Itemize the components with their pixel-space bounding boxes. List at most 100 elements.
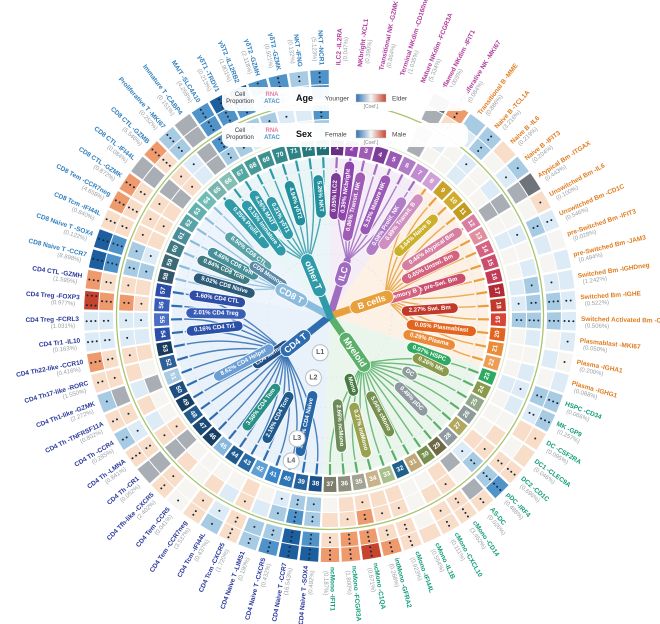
leaf-stub-25 xyxy=(456,390,468,399)
node-box-34 xyxy=(365,470,382,488)
age-rna-ring-sig-dot-50 xyxy=(115,418,118,421)
node-number-29: 29 xyxy=(432,441,442,451)
node-number-51: 51 xyxy=(168,372,177,382)
sex-atac-ring-cell-34 xyxy=(369,490,388,508)
leaf-stub-64 xyxy=(213,206,223,216)
sex-rna-ring-cell-56 xyxy=(119,294,135,311)
leaf-label-38: CD4 Naive T -SOX4(0.492%) xyxy=(298,565,316,624)
leaf-stub-46 xyxy=(217,421,228,431)
leaf-stub-53 xyxy=(173,343,185,348)
node-box-38 xyxy=(308,475,323,492)
leaf-stub-66 xyxy=(233,188,242,199)
sex-rna-ring-sig-dot-55 xyxy=(125,319,128,322)
leaf-stub-61 xyxy=(189,239,201,247)
sex-rna-ring-sig-dot-67 xyxy=(218,138,221,141)
sex-rna-ring-sig-dot-39 xyxy=(293,520,296,523)
leaf-stub-48 xyxy=(200,401,211,410)
age-rna-ring-sig-dot-34 xyxy=(388,541,391,544)
age-rna-ring-sig-dot-56 xyxy=(90,304,93,307)
sex-rna-ring-cell-43 xyxy=(218,483,240,504)
sex-rna-ring-cell-31 xyxy=(420,483,442,504)
sex-atac-ring-cell-9 xyxy=(446,165,467,186)
node-number-40: 40 xyxy=(283,475,292,484)
age-rna-ring-sig-dot-9 xyxy=(487,138,490,141)
sex-atac-ring-cell-17 xyxy=(508,279,525,296)
sex-rna-ring-sig-dot-39 xyxy=(294,515,297,518)
sex-rna-ring-cell-11 xyxy=(480,179,501,201)
age-atac-ring-sig-dot-64 xyxy=(168,164,171,167)
sex-rna-ring-sig-dot-35 xyxy=(363,513,366,516)
sex-rna-ring-cell-21 xyxy=(521,346,539,365)
leaf-stub-38 xyxy=(315,463,319,475)
svg-text:(16.543%): (16.543%) xyxy=(284,568,295,596)
age-atac-ring-sig-dot-19 xyxy=(548,319,551,322)
age-rna-ring-sig-dot-11 xyxy=(516,167,519,170)
svg-text:Mono: Mono xyxy=(346,376,357,393)
age-atac-ring-sig-dot-38 xyxy=(309,538,312,541)
sex-atac-ring-cell-66 xyxy=(206,155,227,175)
svg-text:ILC: ILC xyxy=(336,265,350,282)
node-box-70 xyxy=(271,146,288,165)
node-number-23: 23 xyxy=(483,371,492,381)
sex-rna-ring-sig-dot-9 xyxy=(465,163,468,166)
sex-rna-ring-sig-dot-30 xyxy=(444,483,447,486)
age-rna-ring-sig-dot-49 xyxy=(125,436,128,439)
leaf-stub-22 xyxy=(471,355,484,361)
age-atac-ring-sig-dot-68 xyxy=(228,119,231,122)
branch-leaf-4 xyxy=(346,176,374,261)
sex-atac-ring-cell-41 xyxy=(256,484,276,503)
age-atac-ring-sig-dot-31 xyxy=(439,509,442,512)
sex-atac-ring-cell-36 xyxy=(338,496,355,512)
node-box-64 xyxy=(197,190,217,211)
leaf-stub-43 xyxy=(250,444,258,455)
age-atac-ring-sig-dot-35 xyxy=(366,531,369,534)
age-atac-ring-cell-53 xyxy=(101,349,119,369)
node-number-39: 39 xyxy=(297,478,306,486)
sex-rna-ring-sig-dot-18 xyxy=(530,301,533,304)
sex-atac-ring-cell-51 xyxy=(144,374,163,393)
age-rna-ring-sig-dot-18 xyxy=(565,299,568,302)
node-number-50: 50 xyxy=(174,385,184,395)
age-rna-ring-sig-dot-39 xyxy=(287,554,290,557)
age-atac-ring-cell-13 xyxy=(516,198,538,221)
svg-text:(0.522%): (0.522%) xyxy=(585,300,610,308)
age-atac-ring-cell-54 xyxy=(99,331,116,350)
node-number-71: 71 xyxy=(290,147,299,155)
branch-leaf-24 xyxy=(362,362,462,381)
age-atac-ring-cell-37 xyxy=(321,532,339,547)
node-number-13: 13 xyxy=(473,231,483,241)
legend-sex-coef-label: [Coef.] xyxy=(364,140,379,146)
age-rna-ring-sig-dot-53 xyxy=(94,360,97,363)
sex-rna-ring-sig-dot-39 xyxy=(294,511,297,514)
node-box-33 xyxy=(378,465,396,484)
leaf-stub-31 xyxy=(402,444,410,455)
sex-rna-ring-sig-dot-59 xyxy=(135,250,138,253)
node-number-7: 7 xyxy=(416,169,423,177)
legend-sex-atac-label: ATAC xyxy=(264,135,280,141)
age-rna-ring-cell-22 xyxy=(550,371,569,393)
age-atac-ring-cell-14 xyxy=(525,216,546,238)
age-atac-ring-sig-dot-69 xyxy=(246,111,249,114)
age-rna-ring-sig-dot-38 xyxy=(308,557,311,560)
node-box-59 xyxy=(161,254,180,271)
age-atac-ring-sig-dot-27 xyxy=(500,462,503,465)
sex-atac-ring-sig-dot-68 xyxy=(242,146,245,149)
age-rna-ring-cell-31 xyxy=(436,513,460,535)
age-rna-ring-sig-dot-54 xyxy=(91,340,94,343)
age-rna-ring-sig-dot-35 xyxy=(369,546,372,549)
sex-rna-ring-sig-dot-61 xyxy=(149,218,152,221)
node-box-67 xyxy=(231,163,250,183)
age-rna-ring-sig-dot-7 xyxy=(453,116,456,119)
leaf-stub-15 xyxy=(470,264,482,271)
age-rna-ring-sig-dot-73 xyxy=(318,80,321,83)
leaf-stub-62 xyxy=(196,227,207,236)
sex-rna-ring-sig-dot-53 xyxy=(128,354,131,357)
sex-atac-ring-sig-dot-64 xyxy=(191,185,194,188)
age-rna-ring-sig-dot-73 xyxy=(318,76,321,79)
node-number-17: 17 xyxy=(493,287,501,296)
node-box-62 xyxy=(179,214,199,233)
sex-rna-ring-sig-dot-19 xyxy=(532,319,535,322)
age-atac-ring-sig-dot-56 xyxy=(109,300,112,303)
svg-text:CD4 Tr1 -IL10: CD4 Tr1 -IL10 xyxy=(39,337,81,348)
level-guide-circle-L1 xyxy=(267,253,393,379)
